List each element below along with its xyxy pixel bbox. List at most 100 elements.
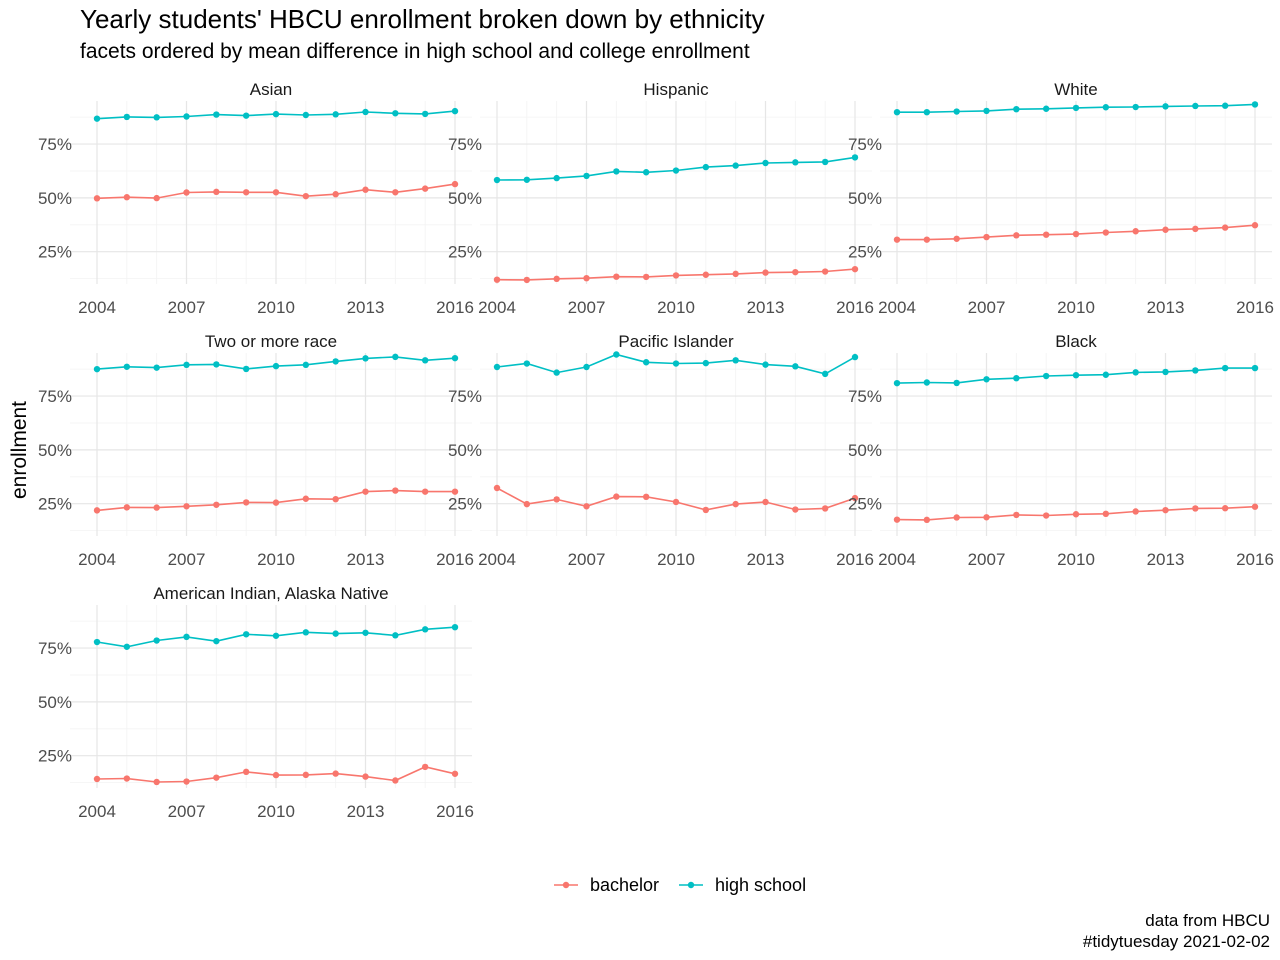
data-point-high-school bbox=[1013, 105, 1020, 113]
data-point-high-school bbox=[1102, 104, 1110, 111]
data-point-bachelor bbox=[213, 188, 220, 196]
data-point-high-school bbox=[153, 114, 160, 121]
data-point-bachelor bbox=[1192, 225, 1199, 233]
data-point-bachelor bbox=[153, 778, 160, 786]
data-point-high-school bbox=[1192, 102, 1199, 110]
caption-hashtag: #tidytuesday 2021-02-02 bbox=[1082, 932, 1270, 951]
data-point-bachelor bbox=[123, 504, 131, 511]
data-point-high-school bbox=[302, 111, 310, 119]
data-point-high-school bbox=[242, 631, 250, 638]
data-point-bachelor bbox=[762, 269, 769, 276]
data-point-high-school bbox=[392, 353, 399, 361]
x-tick-label: 2013 bbox=[747, 298, 785, 317]
data-point-bachelor bbox=[183, 778, 190, 785]
data-point-high-school bbox=[183, 361, 190, 369]
x-tick-label: 2016 bbox=[836, 298, 874, 317]
data-point-bachelor bbox=[672, 272, 680, 279]
x-tick-label: 2010 bbox=[257, 802, 295, 821]
data-point-bachelor bbox=[1162, 506, 1169, 514]
data-point-bachelor bbox=[332, 770, 339, 777]
data-point-bachelor bbox=[553, 496, 560, 503]
x-tick-label: 2013 bbox=[347, 550, 385, 569]
data-point-bachelor bbox=[923, 516, 931, 524]
data-point-bachelor bbox=[332, 191, 339, 198]
data-point-high-school bbox=[1251, 364, 1259, 372]
x-tick-label: 2010 bbox=[1057, 550, 1095, 569]
data-point-bachelor bbox=[642, 493, 650, 501]
x-tick-label: 2004 bbox=[78, 550, 116, 569]
data-point-high-school bbox=[1251, 101, 1259, 108]
data-point-bachelor bbox=[1132, 508, 1139, 515]
data-point-bachelor bbox=[242, 499, 250, 506]
data-point-bachelor bbox=[362, 186, 369, 193]
data-point-bachelor bbox=[1251, 503, 1259, 510]
data-point-high-school bbox=[1102, 371, 1110, 378]
data-point-bachelor bbox=[821, 505, 829, 512]
facet-panel-hispanic: Hispanic 25% 50% 75% 2004 2007 2010 2013 2016 bbox=[448, 80, 874, 317]
data-point-bachelor bbox=[93, 775, 101, 783]
y-axis-label: enrollment bbox=[8, 401, 31, 499]
data-point-bachelor bbox=[1013, 232, 1020, 239]
data-point-high-school bbox=[362, 108, 369, 116]
data-point-bachelor bbox=[451, 180, 459, 188]
data-point-bachelor bbox=[1013, 511, 1020, 519]
data-point-bachelor bbox=[732, 270, 739, 278]
data-point-bachelor bbox=[523, 276, 531, 284]
legend-key-point-high-school bbox=[687, 881, 695, 889]
data-point-bachelor bbox=[392, 487, 399, 494]
data-point-high-school bbox=[953, 379, 960, 387]
y-tick-label: 75% bbox=[848, 135, 882, 154]
data-point-high-school bbox=[213, 361, 220, 368]
data-point-high-school bbox=[1221, 364, 1229, 372]
data-point-bachelor bbox=[272, 499, 280, 506]
data-point-bachelor bbox=[272, 771, 280, 779]
data-point-bachelor bbox=[821, 268, 829, 275]
data-point-high-school bbox=[792, 159, 799, 166]
facet-strip-label: Asian bbox=[250, 80, 293, 99]
data-point-high-school bbox=[272, 362, 280, 370]
facet-panel-black: Black 25% 50% 75% 2004 2007 2010 2013 2016 bbox=[848, 332, 1274, 569]
data-point-high-school bbox=[93, 115, 101, 122]
data-point-high-school bbox=[821, 370, 829, 378]
data-point-bachelor bbox=[762, 498, 769, 506]
x-tick-label: 2010 bbox=[657, 550, 695, 569]
data-point-high-school bbox=[762, 361, 769, 368]
y-tick-label: 25% bbox=[38, 495, 72, 514]
x-tick-label: 2010 bbox=[257, 550, 295, 569]
data-point-bachelor bbox=[183, 189, 190, 196]
data-point-bachelor bbox=[553, 275, 560, 283]
data-point-bachelor bbox=[851, 265, 859, 273]
data-point-high-school bbox=[851, 353, 859, 361]
data-point-high-school bbox=[953, 108, 960, 115]
legend: bachelor high school bbox=[554, 875, 806, 895]
data-point-high-school bbox=[821, 158, 829, 166]
data-point-bachelor bbox=[421, 488, 429, 495]
data-point-bachelor bbox=[983, 514, 990, 521]
data-point-bachelor bbox=[1072, 511, 1080, 518]
data-point-high-school bbox=[923, 379, 931, 386]
data-point-high-school bbox=[1042, 105, 1050, 112]
data-point-high-school bbox=[672, 167, 680, 174]
data-point-bachelor bbox=[613, 273, 620, 280]
data-point-bachelor bbox=[421, 185, 429, 192]
facet-panel-two-or-more-race: Two or more race 25% 50% 75% 2004 2007 2010 201… bbox=[38, 332, 474, 569]
data-point-high-school bbox=[153, 364, 160, 371]
y-tick-label: 25% bbox=[448, 495, 482, 514]
data-point-high-school bbox=[893, 379, 901, 387]
x-tick-label: 2004 bbox=[478, 550, 516, 569]
legend-label-high-school: high school bbox=[715, 875, 806, 895]
data-point-bachelor bbox=[153, 194, 160, 202]
data-point-bachelor bbox=[242, 189, 250, 196]
data-point-high-school bbox=[1042, 372, 1050, 380]
data-point-bachelor bbox=[1221, 505, 1229, 512]
y-tick-label: 75% bbox=[448, 387, 482, 406]
data-point-high-school bbox=[613, 351, 620, 358]
data-point-high-school bbox=[851, 154, 859, 161]
x-tick-label: 2013 bbox=[747, 550, 785, 569]
x-tick-label: 2004 bbox=[878, 298, 916, 317]
data-point-bachelor bbox=[302, 771, 310, 779]
data-point-bachelor bbox=[302, 192, 310, 200]
facet-strip-label: American Indian, Alaska Native bbox=[153, 584, 388, 603]
x-tick-label: 2016 bbox=[1236, 298, 1274, 317]
data-point-high-school bbox=[642, 359, 650, 366]
